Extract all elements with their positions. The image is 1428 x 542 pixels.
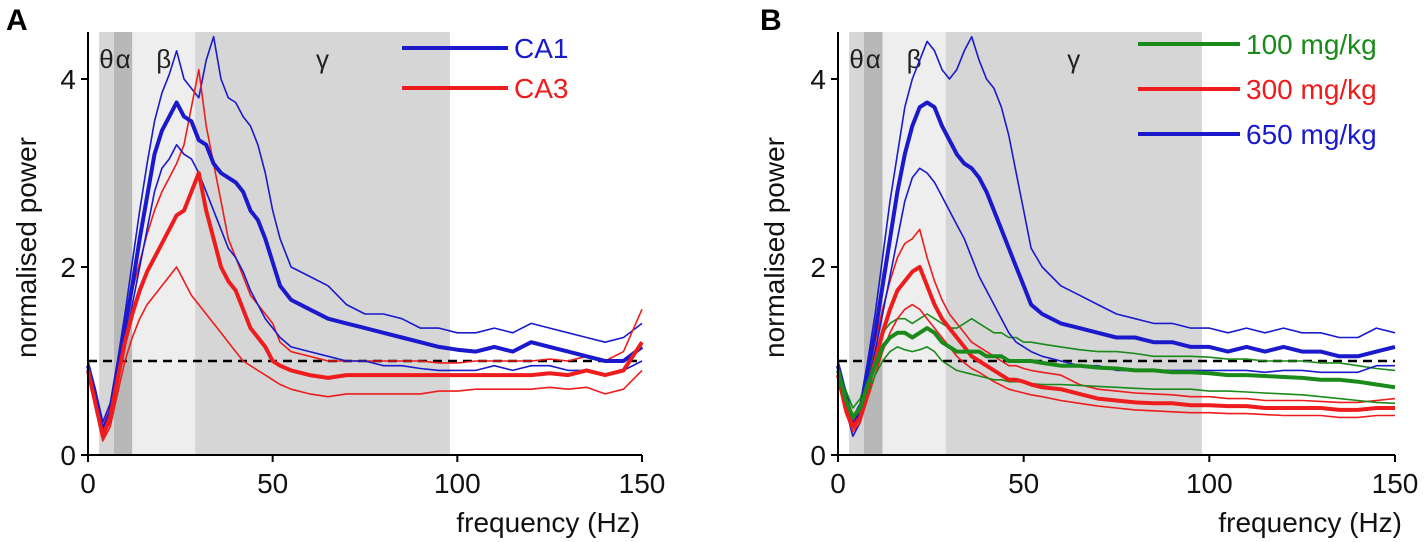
y-tick-label: 0 — [810, 440, 826, 471]
x-tick-label: 50 — [1008, 468, 1039, 499]
y-tick-label: 0 — [60, 440, 76, 471]
y-tick-label: 2 — [60, 252, 76, 283]
y-axis-label: normalised power — [11, 137, 42, 358]
band-label-theta: θ — [99, 44, 113, 74]
x-tick-label: 0 — [80, 468, 96, 499]
x-tick-label: 50 — [257, 468, 288, 499]
band-beta-shade — [882, 32, 946, 455]
series-line-ca3-mean — [86, 171, 644, 439]
y-axis-label: normalised power — [759, 137, 790, 358]
band-label-theta: θ — [849, 44, 863, 74]
series-line-300-mg-kg-upper — [837, 228, 1396, 423]
legend-label: 300 mg/kg — [1246, 74, 1377, 105]
legend-label: CA1 — [514, 33, 568, 64]
x-axis-label: frequency (Hz) — [1218, 507, 1402, 538]
x-axis-label: frequency (Hz) — [456, 507, 640, 538]
panel-a: θ α β γ 0 50 100 150 0 2 4 frequency (Hz) normalised… — [6, 4, 665, 538]
series-line-650-mg-kg-upper — [837, 35, 1396, 419]
band-alpha-shade — [113, 32, 133, 455]
band-label-gamma: γ — [316, 44, 329, 74]
y-tick-label: 4 — [810, 64, 826, 95]
series-line-ca1-mean — [86, 100, 644, 434]
band-label-beta: β — [156, 44, 171, 74]
x-tick-label: 0 — [830, 468, 846, 499]
panel-label: B — [760, 4, 782, 37]
panel-label: A — [6, 4, 28, 37]
series-line-650-mg-kg-lower — [837, 167, 1395, 438]
x-tick-label: 150 — [1372, 468, 1419, 499]
band-label-gamma: γ — [1067, 44, 1080, 74]
x-tick-label: 100 — [1186, 468, 1233, 499]
band-gamma-shade — [195, 32, 450, 455]
band-theta-shade — [99, 32, 114, 455]
x-tick-label: 100 — [434, 468, 481, 499]
series-line-100-mg-kg-mean — [836, 326, 1396, 420]
band-theta-shade — [849, 32, 864, 455]
legend-label: 100 mg/kg — [1246, 29, 1377, 60]
x-tick-label: 150 — [619, 468, 666, 499]
series-line-ca3-lower — [87, 266, 643, 442]
series-line-300-mg-kg-mean — [836, 265, 1395, 429]
band-label-alpha: α — [866, 44, 881, 74]
series-line-300-mg-kg-lower — [837, 303, 1395, 433]
series-line-650-mg-kg-mean — [836, 100, 1396, 429]
band-label-alpha: α — [116, 44, 131, 74]
series-line-ca1-lower — [87, 144, 643, 438]
series-line-100-mg-kg-upper — [837, 313, 1396, 409]
y-tick-label: 2 — [810, 252, 826, 283]
y-tick-label: 4 — [60, 64, 76, 95]
legend-label: CA3 — [514, 73, 568, 104]
series-line-ca1-upper — [87, 35, 643, 423]
legend-label: 650 mg/kg — [1246, 119, 1377, 150]
